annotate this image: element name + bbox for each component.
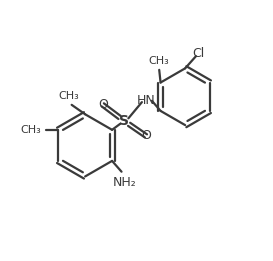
Text: S: S [119, 114, 129, 128]
Text: O: O [141, 129, 151, 143]
Text: HN: HN [136, 94, 155, 107]
Text: CH₃: CH₃ [59, 91, 79, 101]
Text: CH₃: CH₃ [149, 56, 170, 66]
Text: Cl: Cl [192, 47, 205, 60]
Text: CH₃: CH₃ [20, 125, 41, 135]
Text: O: O [98, 98, 108, 111]
Text: NH₂: NH₂ [112, 176, 136, 189]
